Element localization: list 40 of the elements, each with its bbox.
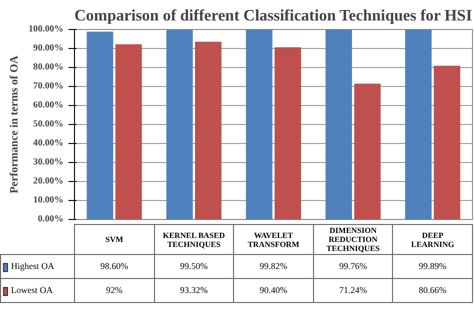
chart-title: Comparison of different Classification Techniques for HSI xyxy=(74,8,472,24)
legend-label: Lowest OA xyxy=(0,278,74,302)
bar xyxy=(434,66,460,220)
x-tick-label: DEEP LEARNING xyxy=(392,224,472,254)
x-tick-label: KERNEL BASED TECHNIQUES xyxy=(154,224,234,254)
y-tick-label: 70.00% xyxy=(33,82,64,92)
y-tick-label: 80.00% xyxy=(33,62,64,72)
data-label: 90.40% xyxy=(234,278,314,302)
bar xyxy=(86,32,114,220)
y-axis-title: Performance in terms of OA xyxy=(8,54,21,194)
x-tick-label: SVM xyxy=(74,224,154,254)
x-tick-label: DIMENSION REDUCTION TECHNIQUES xyxy=(313,224,393,254)
data-label: 80.66% xyxy=(392,278,472,302)
data-label: 98.60% xyxy=(74,254,154,278)
bar xyxy=(115,44,142,220)
data-label: 99.89% xyxy=(392,254,472,278)
y-tick-label: 0.00% xyxy=(38,214,64,224)
y-tick-label: 60.00% xyxy=(33,100,64,110)
data-label: 92% xyxy=(74,278,154,302)
y-tick-label: 40.00% xyxy=(33,138,64,148)
bar xyxy=(246,30,272,220)
y-tick-label: 20.00% xyxy=(33,176,64,186)
bar xyxy=(326,30,352,220)
y-tick-label: 90.00% xyxy=(33,44,64,54)
bar xyxy=(194,42,222,220)
y-tick-label: 100.00% xyxy=(28,24,64,34)
legend-label: Highest OA xyxy=(0,254,74,278)
data-label: 99.82% xyxy=(234,254,314,278)
bar xyxy=(405,30,432,220)
data-label: 71.24% xyxy=(313,278,393,302)
data-label: 93.32% xyxy=(154,278,234,302)
bar xyxy=(354,84,381,220)
data-label: 99.50% xyxy=(154,254,234,278)
x-tick-label: WAVELET TRANSFORM xyxy=(234,224,314,254)
bar xyxy=(166,30,193,220)
data-label: 99.76% xyxy=(313,254,393,278)
bar xyxy=(274,47,302,220)
y-tick-label: 50.00% xyxy=(33,120,64,130)
y-tick-label: 10.00% xyxy=(33,196,64,206)
y-tick-label: 30.00% xyxy=(33,158,64,168)
